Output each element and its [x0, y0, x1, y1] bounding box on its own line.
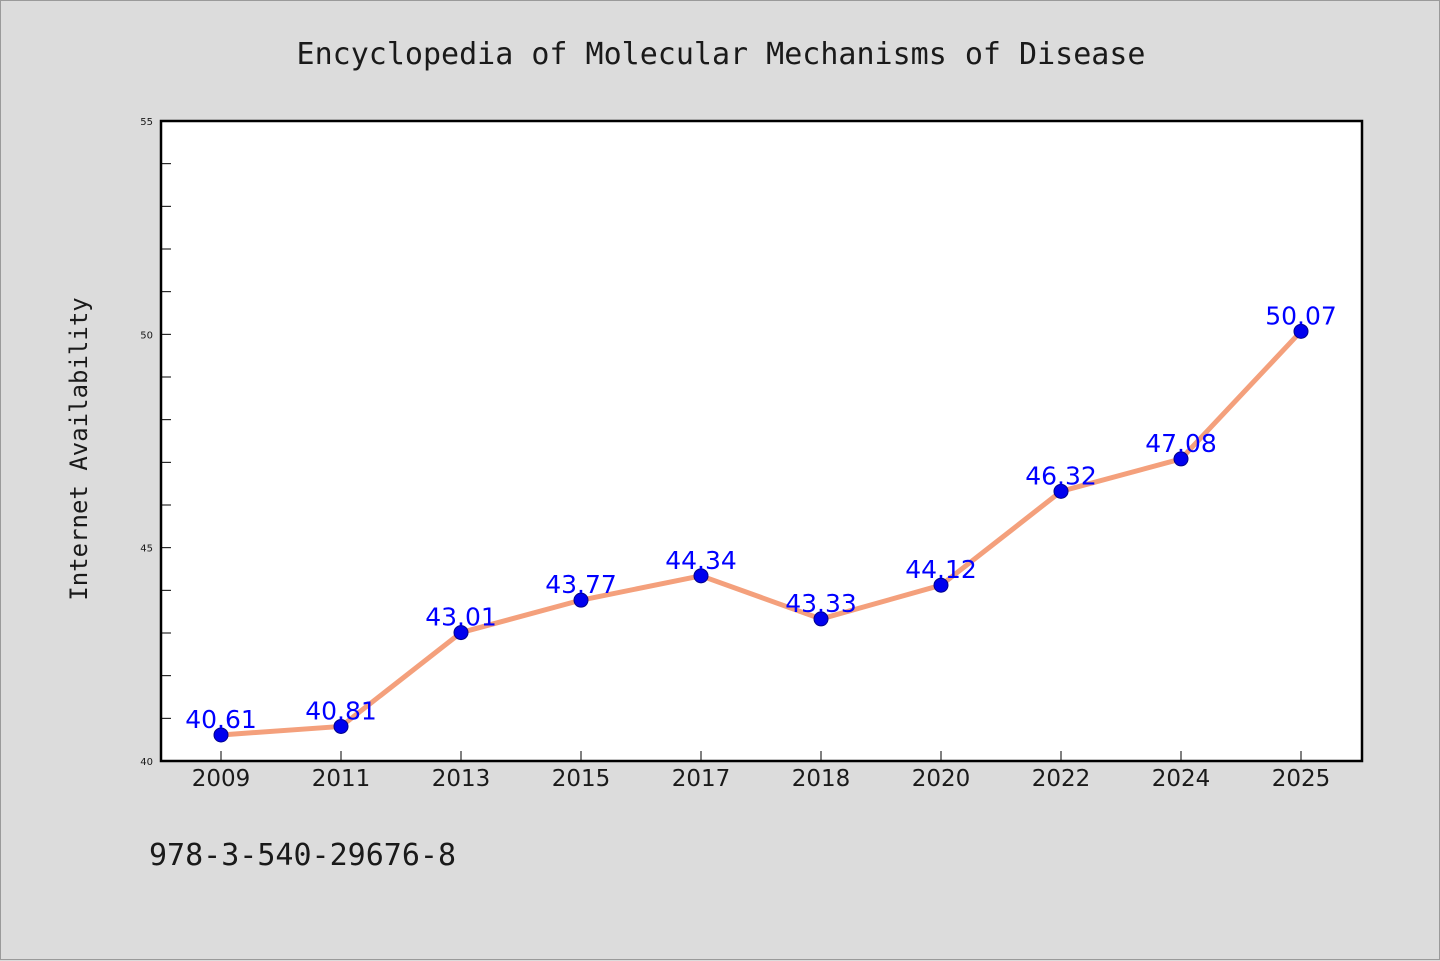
data-label: 44.12: [905, 555, 977, 584]
data-series: [218, 328, 1304, 738]
data-label: 43.01: [425, 603, 497, 632]
y-tick-label: 50: [140, 330, 153, 341]
x-tick-label: 2020: [912, 766, 971, 792]
data-label: 46.32: [1025, 461, 1097, 490]
data-label: 43.77: [545, 570, 617, 599]
data-point: [693, 568, 709, 584]
data-label: 47.08: [1145, 429, 1217, 458]
data-markers: [213, 323, 1309, 743]
x-tick-label: 2024: [1152, 766, 1211, 792]
y-tick-label: 55: [140, 117, 153, 128]
data-labels: 40.61 40.81 43.01 43.77 44.34 43.33 44.12 46.32…: [185, 301, 1337, 734]
data-point: [933, 577, 949, 593]
data-point: [453, 625, 469, 641]
x-tick-label: 2017: [672, 766, 731, 792]
y-tick-label: 40: [140, 757, 153, 768]
data-point: [573, 592, 589, 608]
data-label: 40.81: [305, 696, 377, 725]
x-tick-label: 2009: [192, 766, 251, 792]
x-tick-label: 2011: [312, 766, 371, 792]
y-tick-label: 45: [140, 544, 153, 555]
y-axis-ticks: 40 45 50 55: [140, 117, 171, 768]
x-tick-label: 2022: [1032, 766, 1091, 792]
x-tick-label: 2015: [552, 766, 611, 792]
data-point: [1173, 451, 1189, 467]
series-line: [218, 328, 1304, 738]
x-tick-label: 2018: [792, 766, 851, 792]
plot-area: [159, 119, 1364, 763]
data-point: [1053, 483, 1069, 499]
data-label: 50.07: [1265, 301, 1337, 330]
data-label: 44.34: [665, 546, 737, 575]
x-tick-label: 2025: [1272, 766, 1331, 792]
data-label: 43.33: [785, 589, 857, 618]
data-point: [813, 611, 829, 627]
isbn-footer: 978-3-540-29676-8: [149, 838, 456, 873]
data-point: [213, 727, 229, 743]
data-point: [1293, 323, 1309, 339]
data-label: 40.61: [185, 705, 257, 734]
x-axis-ticks: 2009 2011 2013 2015 2017 2018 2020 2022 2024 2025: [192, 751, 1331, 792]
data-point: [333, 718, 349, 734]
y-axis-label: Internet Availability: [65, 297, 93, 600]
chart-title: Encyclopedia of Molecular Mechanisms of …: [297, 37, 1146, 72]
x-tick-label: 2013: [432, 766, 491, 792]
